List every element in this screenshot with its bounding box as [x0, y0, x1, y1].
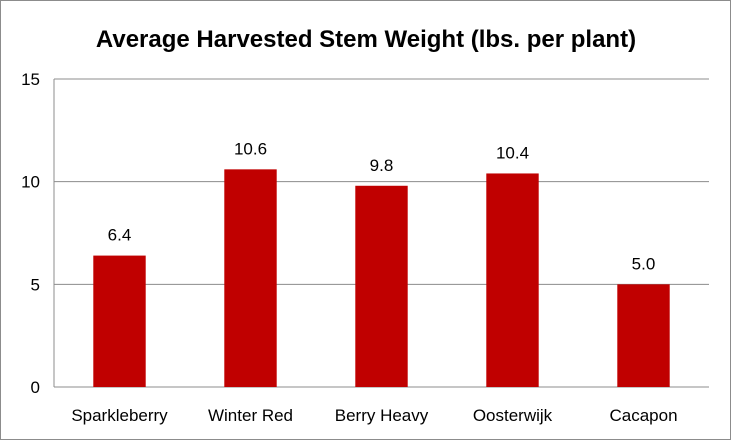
y-axis: 0 5 10 15 [21, 70, 55, 397]
chart-title: Average Harvested Stem Weight (lbs. per … [96, 26, 636, 53]
bar [93, 255, 146, 387]
y-tick-label: 10 [21, 173, 40, 192]
x-tick-label: Sparkleberry [71, 406, 168, 425]
data-label: 5.0 [632, 254, 656, 273]
data-label: 9.8 [370, 156, 394, 175]
y-tick-label: 15 [21, 70, 40, 89]
data-label: 10.6 [234, 139, 267, 158]
bar [224, 169, 277, 387]
data-label: 10.4 [496, 143, 529, 162]
x-axis: Sparkleberry Winter Red Berry Heavy Oosterw… [71, 406, 677, 425]
y-tick-label: 0 [31, 378, 40, 397]
bars [93, 169, 670, 387]
data-labels: 6.4 10.6 9.8 10.4 5.0 [108, 139, 656, 273]
data-label: 6.4 [108, 226, 132, 245]
y-tick-label: 5 [31, 275, 40, 294]
bar [486, 173, 539, 387]
x-tick-label: Cacapon [609, 406, 677, 425]
bar [617, 284, 670, 387]
x-tick-label: Winter Red [208, 406, 293, 425]
x-tick-label: Berry Heavy [335, 406, 429, 425]
bar [355, 185, 408, 387]
x-tick-label: Oosterwijk [473, 406, 553, 425]
